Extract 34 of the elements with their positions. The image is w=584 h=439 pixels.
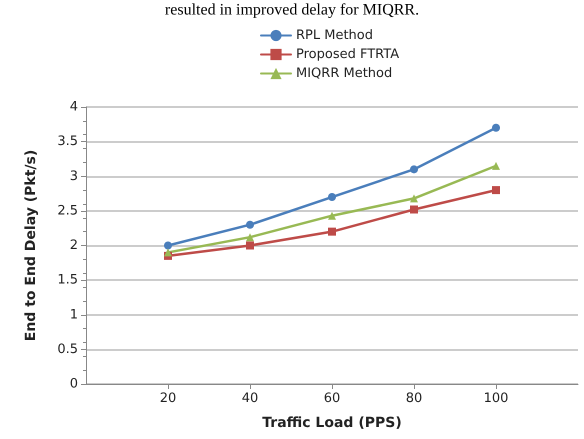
y-tick-label: 2 (70, 238, 78, 253)
y-tick-label: 0 (70, 376, 78, 392)
legend-label: Proposed FTRTA (296, 47, 400, 62)
x-tick-label: 20 (160, 391, 176, 406)
point (328, 228, 336, 236)
y-tick-label: 2.5 (57, 203, 78, 218)
y-axis-title: End to End Delay (Pkt/s) (23, 150, 39, 342)
legend-label: RPL Method (296, 28, 374, 43)
y-tick-label: 3 (70, 168, 78, 184)
x-tick-label: 40 (242, 391, 258, 406)
point (410, 194, 418, 202)
point (492, 162, 500, 170)
point (328, 193, 336, 202)
point (246, 220, 254, 229)
x-axis-title: Traffic Load (PPS) (262, 415, 402, 431)
y-tick-label: 1.5 (57, 272, 78, 288)
point (164, 242, 172, 250)
x-tick-label: 60 (324, 391, 340, 406)
point (246, 242, 254, 250)
y-tick-label: 0.5 (57, 342, 78, 357)
y-tick-label: 3.5 (57, 134, 78, 150)
point (410, 205, 418, 214)
y-tick-label: 1 (70, 307, 78, 322)
legend-label: MIQRR Method (296, 66, 392, 81)
point (492, 186, 500, 194)
y-tick-label: 4 (70, 100, 78, 114)
point (164, 248, 172, 256)
text: resulted in improved delay for MIQRR. (164, 2, 420, 18)
point (410, 165, 418, 174)
point (246, 233, 254, 242)
point (492, 124, 500, 132)
x-tick-label: 80 (406, 391, 422, 406)
x-tick-label: 100 (484, 391, 508, 406)
point (328, 212, 336, 220)
